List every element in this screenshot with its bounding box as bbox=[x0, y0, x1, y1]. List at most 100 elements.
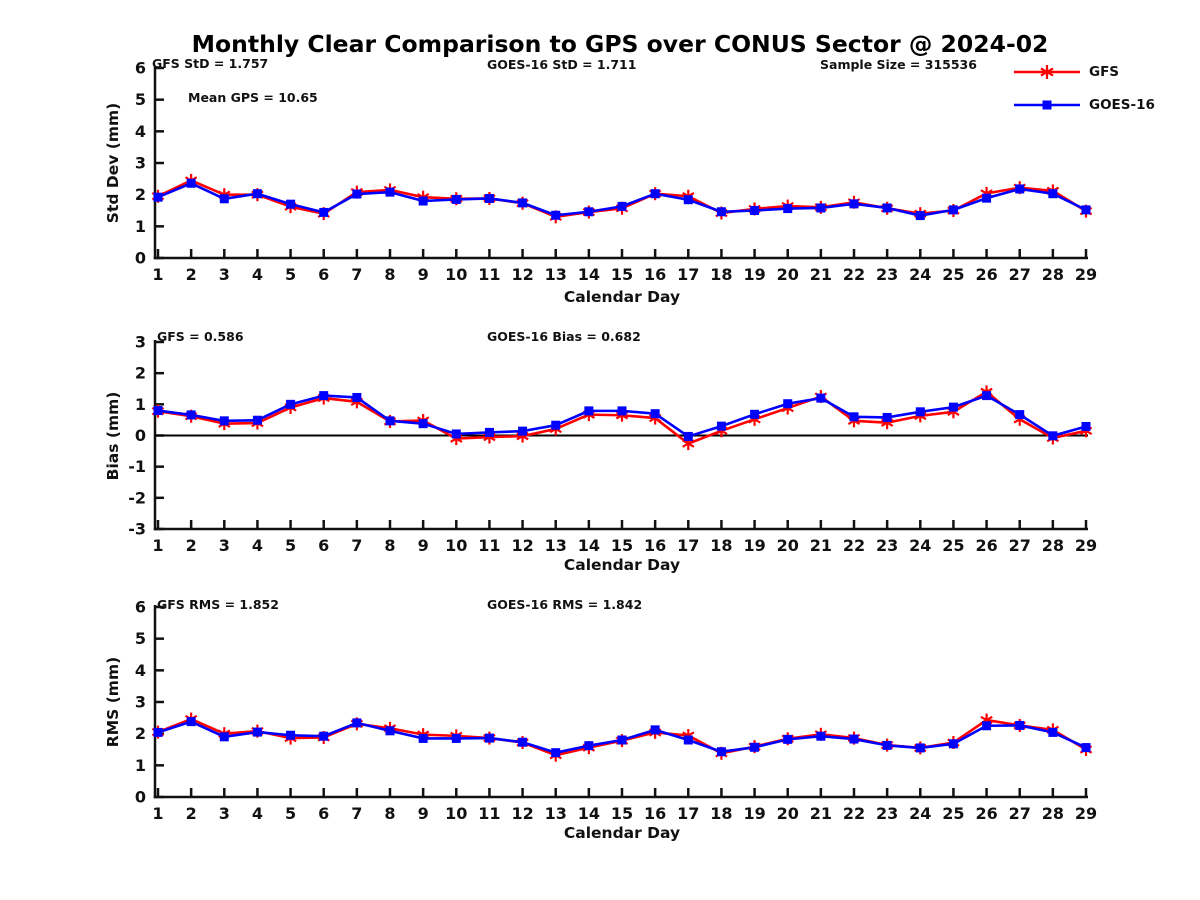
svg-text:29: 29 bbox=[1075, 265, 1097, 284]
svg-text:24: 24 bbox=[909, 265, 931, 284]
xlabel-calendar-day-3: Calendar Day bbox=[563, 824, 681, 842]
goes16-square-marker bbox=[418, 733, 428, 743]
goes16-square-marker bbox=[1015, 184, 1025, 194]
svg-text:3: 3 bbox=[135, 154, 146, 173]
goes16-square-marker bbox=[352, 718, 362, 728]
legend-label-gfs: GFS bbox=[1089, 64, 1120, 80]
goes16-square-marker bbox=[783, 399, 793, 409]
svg-text:1: 1 bbox=[152, 804, 163, 823]
svg-text:24: 24 bbox=[909, 804, 931, 823]
goes16-square-marker bbox=[1048, 189, 1058, 199]
svg-text:24: 24 bbox=[909, 536, 931, 555]
xlabel-calendar-day-1: Calendar Day bbox=[563, 288, 681, 306]
svg-text:28: 28 bbox=[1042, 265, 1064, 284]
svg-text:13: 13 bbox=[545, 804, 567, 823]
goes16-square-marker bbox=[451, 194, 461, 204]
svg-text:2: 2 bbox=[186, 265, 197, 284]
goes16-square-marker bbox=[948, 402, 958, 412]
goes16-square-marker bbox=[948, 205, 958, 215]
goes16-square-marker bbox=[319, 731, 329, 741]
svg-text:28: 28 bbox=[1042, 804, 1064, 823]
svg-text:26: 26 bbox=[975, 804, 997, 823]
svg-text:15: 15 bbox=[611, 536, 633, 555]
annotation-sample-size: Sample Size = 315536 bbox=[820, 57, 977, 72]
svg-text:1: 1 bbox=[152, 265, 163, 284]
svg-text:23: 23 bbox=[876, 536, 898, 555]
annotation-goes-bias: GOES-16 Bias = 0.682 bbox=[487, 329, 641, 344]
goes16-square-marker bbox=[219, 416, 229, 426]
series-goes-16-std-dev bbox=[153, 178, 1091, 221]
series-gfs-std-dev bbox=[151, 173, 1093, 224]
svg-text:25: 25 bbox=[942, 265, 964, 284]
goes16-square-marker bbox=[683, 735, 693, 745]
goes16-square-marker bbox=[1015, 410, 1025, 420]
goes16-square-marker bbox=[584, 741, 594, 751]
goes16-square-marker bbox=[385, 187, 395, 197]
svg-text:7: 7 bbox=[351, 804, 362, 823]
annotation-gfs-rms: GFS RMS = 1.852 bbox=[157, 597, 279, 612]
svg-text:3: 3 bbox=[135, 333, 146, 352]
goes16-square-marker bbox=[716, 747, 726, 757]
goes16-square-marker bbox=[451, 733, 461, 743]
svg-text:27: 27 bbox=[1009, 804, 1031, 823]
svg-text:13: 13 bbox=[545, 536, 567, 555]
svg-text:29: 29 bbox=[1075, 804, 1097, 823]
svg-text:5: 5 bbox=[285, 265, 296, 284]
svg-text:20: 20 bbox=[777, 265, 799, 284]
svg-text:4: 4 bbox=[252, 536, 263, 555]
svg-text:1: 1 bbox=[152, 536, 163, 555]
svg-text:19: 19 bbox=[743, 536, 765, 555]
svg-text:5: 5 bbox=[135, 90, 146, 109]
annotation-mean-gps: Mean GPS = 10.65 bbox=[188, 90, 318, 105]
svg-text:22: 22 bbox=[843, 804, 865, 823]
svg-text:16: 16 bbox=[644, 804, 666, 823]
goes16-square-marker bbox=[584, 207, 594, 217]
svg-text:2: 2 bbox=[135, 724, 146, 743]
goes16-square-marker bbox=[1081, 743, 1091, 753]
svg-text:0: 0 bbox=[135, 249, 146, 268]
goes16-square-marker bbox=[219, 732, 229, 742]
svg-text:5: 5 bbox=[285, 536, 296, 555]
annotation-goes-std: GOES-16 StD = 1.711 bbox=[487, 57, 637, 72]
goes16-square-marker bbox=[153, 727, 163, 737]
goes16-square-marker bbox=[816, 393, 826, 403]
svg-text:27: 27 bbox=[1009, 265, 1031, 284]
goes16-square-marker bbox=[650, 409, 660, 419]
svg-text:19: 19 bbox=[743, 804, 765, 823]
goes16-square-marker bbox=[418, 419, 428, 429]
goes16-square-marker bbox=[882, 740, 892, 750]
goes16-square-marker bbox=[518, 737, 528, 747]
goes16-square-marker bbox=[219, 194, 229, 204]
svg-text:5: 5 bbox=[285, 804, 296, 823]
goes16-square-marker bbox=[816, 203, 826, 213]
goes16-square-marker bbox=[650, 189, 660, 199]
goes16-square-marker bbox=[252, 415, 262, 425]
goes16-square-marker bbox=[716, 421, 726, 431]
goes16-square-marker bbox=[1048, 727, 1058, 737]
goes16-square-marker bbox=[750, 742, 760, 752]
goes16-square-marker bbox=[849, 734, 859, 744]
goes16-square-marker bbox=[352, 392, 362, 402]
svg-text:14: 14 bbox=[578, 804, 600, 823]
svg-text:12: 12 bbox=[511, 536, 533, 555]
svg-text:2: 2 bbox=[135, 364, 146, 383]
svg-text:3: 3 bbox=[219, 536, 230, 555]
svg-text:4: 4 bbox=[135, 122, 146, 141]
goes16-square-marker bbox=[617, 406, 627, 416]
svg-text:6: 6 bbox=[318, 536, 329, 555]
goes16-square-marker bbox=[484, 733, 494, 743]
svg-text:27: 27 bbox=[1009, 536, 1031, 555]
legend-label-goes16: GOES-16 bbox=[1089, 97, 1155, 113]
svg-text:18: 18 bbox=[710, 536, 732, 555]
svg-text:23: 23 bbox=[876, 804, 898, 823]
svg-text:28: 28 bbox=[1042, 536, 1064, 555]
gfs-line-asterisk-icon bbox=[1014, 65, 1080, 79]
goes16-square-marker bbox=[252, 727, 262, 737]
annotation-gfs-bias: GFS = 0.586 bbox=[157, 329, 244, 344]
svg-text:25: 25 bbox=[942, 536, 964, 555]
legend-entry-goes16: GOES-16 bbox=[1013, 96, 1155, 114]
goes16-square-marker bbox=[783, 734, 793, 744]
